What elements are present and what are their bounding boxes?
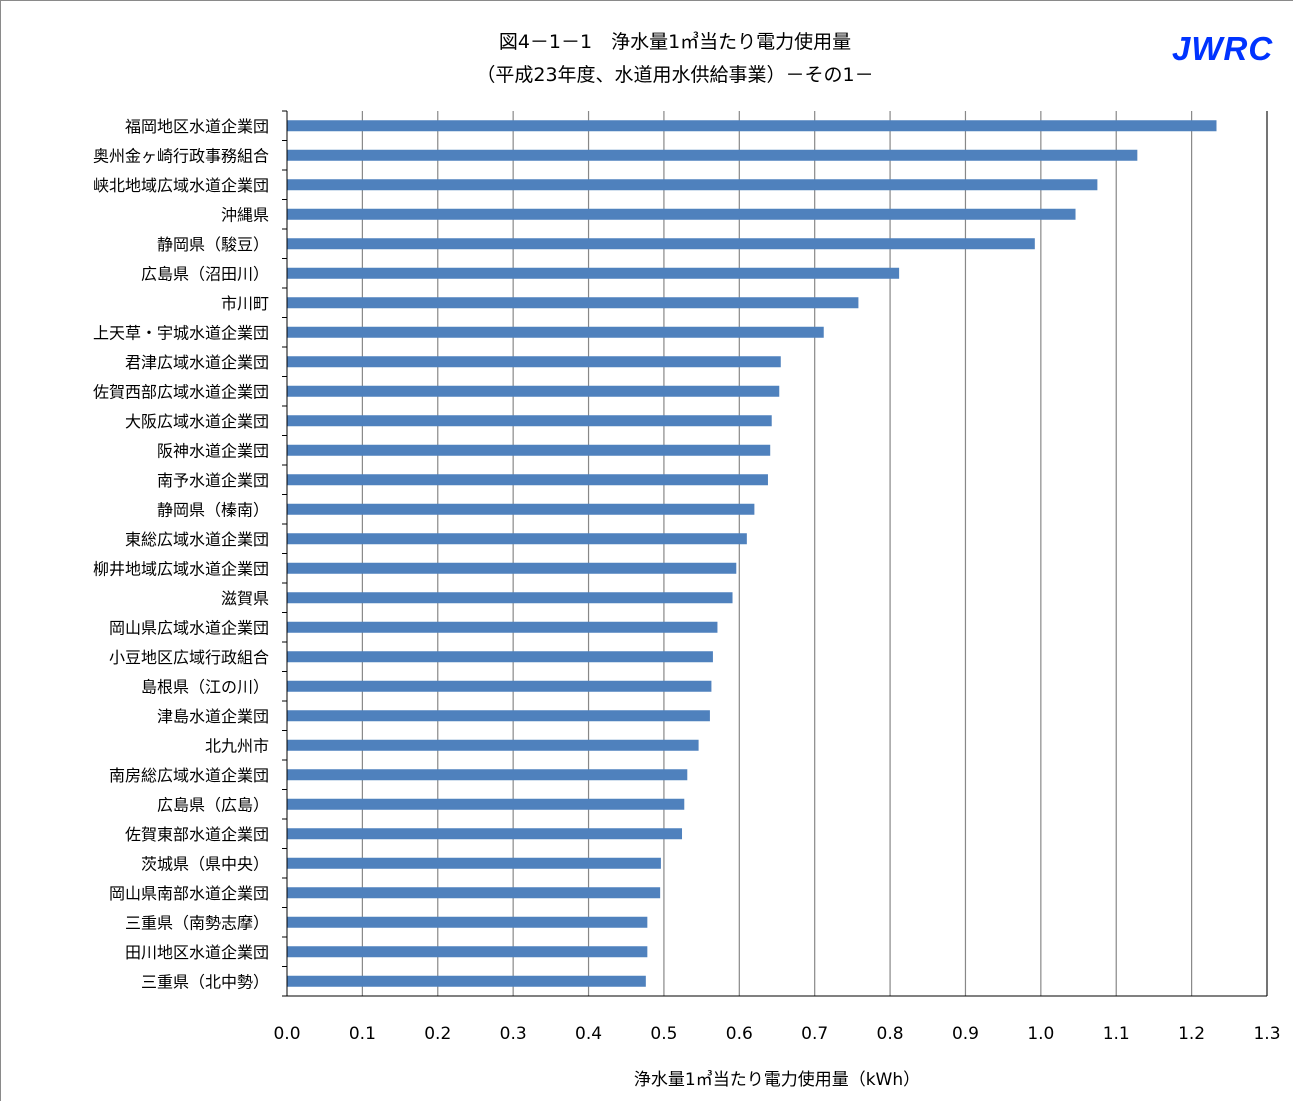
bar (287, 858, 661, 869)
bar (287, 828, 682, 839)
bar (287, 887, 660, 898)
category-label: 滋賀県 (221, 589, 269, 608)
bar (287, 150, 1137, 161)
category-label: 南房総広域水道企業団 (109, 766, 269, 785)
bar (287, 917, 647, 928)
bar (287, 799, 684, 810)
category-label: 市川町 (221, 294, 269, 313)
bar (287, 238, 1035, 249)
bars (287, 120, 1216, 987)
category-label: 静岡県（駿豆） (157, 235, 269, 254)
x-tick-label: 1.0 (1027, 1024, 1054, 1044)
x-tick-label: 0.9 (952, 1024, 979, 1044)
category-label: 君津広域水道企業団 (125, 353, 269, 372)
bar (287, 533, 747, 544)
bar (287, 415, 772, 426)
category-label: 東総広域水道企業団 (125, 530, 269, 549)
category-label: 奥州金ヶ崎行政事務組合 (93, 146, 269, 165)
bar (287, 710, 710, 721)
category-label: 三重県（北中勢） (141, 972, 269, 991)
category-label: 小豆地区広域行政組合 (109, 648, 269, 667)
bar (287, 622, 717, 633)
category-label: 上天草・宇城水道企業団 (93, 323, 269, 342)
category-label: 広島県（広島） (157, 795, 269, 814)
x-tick-label: 1.2 (1178, 1024, 1205, 1044)
x-tick-label: 1.1 (1103, 1024, 1130, 1044)
bar (287, 740, 699, 751)
category-label: 南予水道企業団 (157, 471, 269, 490)
category-label: 佐賀東部水道企業団 (125, 825, 269, 844)
bar (287, 474, 768, 485)
bar (287, 356, 781, 367)
bar (287, 179, 1097, 190)
x-axis-label: 浄水量1㎥当たり電力使用量（kWh） (634, 1069, 920, 1090)
x-tick-label: 0.2 (424, 1024, 451, 1044)
category-label: 茨城県（県中央） (141, 854, 269, 873)
bar (287, 209, 1076, 220)
bar (287, 976, 646, 987)
category-label: 大阪広域水道企業団 (125, 412, 269, 431)
bar (287, 651, 713, 662)
x-tick-label: 0.1 (349, 1024, 376, 1044)
x-tick-labels: 0.0 0.1 0.2 0.3 0.4 0.5 0.6 0.7 0.8 0.9 1.0 1.1 1.2 1… (273, 1024, 1280, 1044)
x-tick-label: 0.7 (801, 1024, 828, 1044)
category-label: 佐賀西部広域水道企業団 (93, 382, 269, 401)
category-label: 峡北地域広域水道企業団 (93, 176, 269, 195)
category-label: 津島水道企業団 (157, 707, 269, 726)
category-label: 岡山県広域水道企業団 (109, 618, 269, 637)
category-label: 岡山県南部水道企業団 (109, 884, 269, 903)
category-label: 広島県（沼田川） (141, 264, 269, 283)
category-labels: 福岡地区水道企業団奥州金ヶ崎行政事務組合峡北地域広域水道企業団沖縄県静岡県（駿豆… (93, 117, 269, 992)
x-tick-label: 0.0 (273, 1024, 300, 1044)
bar (287, 769, 687, 780)
category-label: 島根県（江の川） (141, 677, 269, 696)
bar (287, 268, 899, 279)
bar (287, 681, 711, 692)
category-label: 田川地区水道企業団 (125, 943, 269, 962)
category-label: 沖縄県 (221, 205, 269, 224)
bar (287, 297, 858, 308)
category-label: 静岡県（榛南） (157, 500, 269, 519)
x-tick-label: 0.8 (877, 1024, 904, 1044)
category-label: 福岡地区水道企業団 (125, 117, 269, 136)
x-tick-label: 0.5 (650, 1024, 677, 1044)
bar (287, 563, 736, 574)
x-tick-label: 1.3 (1253, 1024, 1280, 1044)
category-label: 阪神水道企業団 (157, 441, 269, 460)
bar (287, 946, 647, 957)
x-tick-label: 0.3 (500, 1024, 527, 1044)
bar (287, 386, 779, 397)
category-label: 三重県（南勢志摩） (125, 913, 269, 932)
x-tick-label: 0.4 (575, 1024, 602, 1044)
category-label: 柳井地域広域水道企業団 (93, 559, 269, 578)
x-tick-label: 0.6 (726, 1024, 753, 1044)
category-label: 北九州市 (205, 736, 269, 755)
bar (287, 445, 770, 456)
bar (287, 592, 733, 603)
bar (287, 120, 1216, 131)
bar (287, 504, 754, 515)
bar (287, 327, 824, 338)
